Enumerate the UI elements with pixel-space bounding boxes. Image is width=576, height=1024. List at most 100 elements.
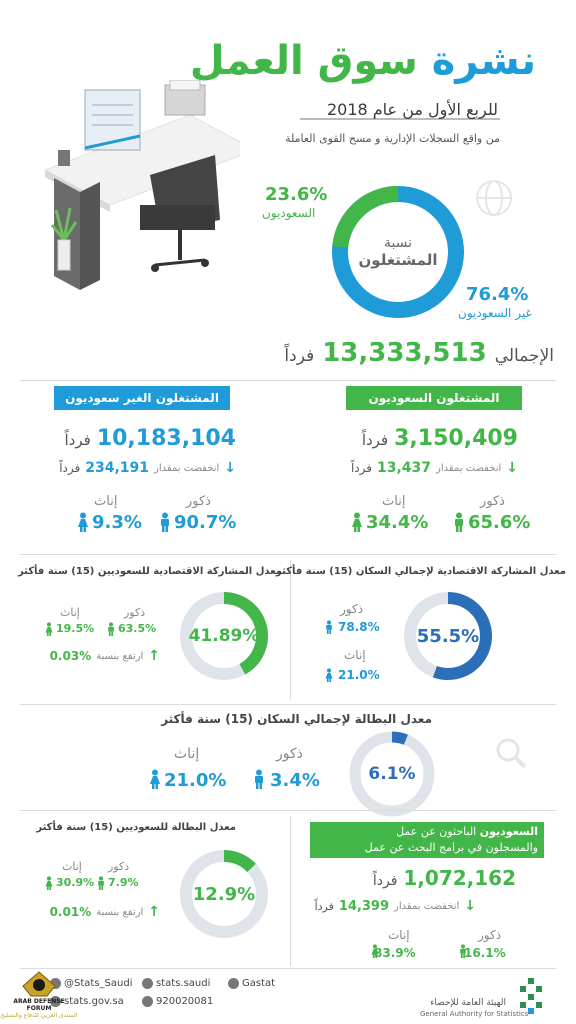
unemployment-saudi-change-row: ↑ ارتفع بنسبة 0.01% bbox=[50, 904, 160, 920]
saudi-male-pct: 65.6% bbox=[468, 512, 531, 533]
nonsaudi-employed-label: غير السعوديون bbox=[458, 306, 532, 320]
magnifier-icon bbox=[496, 738, 527, 769]
linkedin-link[interactable]: Gastat bbox=[228, 978, 275, 989]
total-label: الإجمالي bbox=[494, 346, 554, 366]
participation-total-female-pct: 21.0% bbox=[338, 668, 380, 682]
job-seekers-male-label: ذكور bbox=[478, 928, 502, 942]
arrow-up-icon: ↑ bbox=[148, 904, 160, 920]
unemployment-total-male-pct: 3.4% bbox=[270, 770, 320, 791]
saudi-employed-unit: فرداً bbox=[361, 431, 389, 449]
divider-1 bbox=[20, 380, 556, 381]
unemployment-total-ring bbox=[349, 731, 435, 817]
phone-link[interactable]: 920020081 bbox=[142, 996, 213, 1007]
participation-saudi-change-row: ↑ ارتفع بنسبة 0.03% bbox=[50, 648, 160, 664]
gastat-logo-icon bbox=[520, 978, 542, 1014]
male-icon bbox=[108, 622, 114, 636]
participation-total-ring bbox=[404, 592, 492, 680]
participation-total-female-label: إناث bbox=[344, 648, 366, 662]
watermark-line1: ARAB DEFENSE FORUM bbox=[13, 998, 65, 1012]
employed-ring bbox=[332, 185, 465, 318]
female-icon bbox=[150, 769, 160, 789]
nonsaudi-employed-change-label: انخفضت بمقدار bbox=[154, 462, 220, 474]
job-seekers-change-value: 14,399 bbox=[338, 898, 390, 914]
unemployment-total-rate: 6.1% bbox=[368, 764, 416, 784]
job-seekers-value-row: 1,072,162 فرداً bbox=[373, 866, 516, 890]
job-seekers-value: 1,072,162 bbox=[403, 866, 516, 890]
nonsaudi-employed-unit: فرداً bbox=[64, 431, 91, 449]
saudi-employed-value: 3,150,409 bbox=[394, 426, 518, 451]
employed-center-label: نسبة المشتغلون bbox=[328, 182, 468, 322]
divider-3 bbox=[20, 704, 556, 705]
divider-4 bbox=[20, 810, 556, 811]
saudi-male-label: ذكور bbox=[480, 494, 505, 509]
nonsaudi-female-pct: 9.3% bbox=[92, 512, 142, 533]
participation-saudi-female-pct: 19.5% bbox=[56, 622, 95, 635]
watermark-emblem-icon bbox=[22, 971, 56, 997]
unemployment-saudi-ring bbox=[180, 850, 268, 938]
nonsaudi-employed-pct: 76.4% bbox=[466, 284, 529, 305]
unemployment-saudi-female-pct: 30.9% bbox=[56, 876, 95, 889]
unemployment-saudi-female-label: إناث bbox=[62, 860, 82, 873]
participation-total-title: معدل المشاركة الاقتصادية لإجمالي السكان … bbox=[275, 566, 566, 577]
saudi-employed-pct: 23.6% bbox=[265, 184, 328, 205]
male-icon bbox=[455, 512, 463, 532]
facebook-icon bbox=[142, 978, 153, 989]
nonsaudi-employed-change-value: 234,191 bbox=[85, 460, 150, 476]
job-seekers-title-line1: السعوديون الباحثون عن عمل bbox=[316, 824, 538, 840]
nonsaudi-employed-change-unit: فرداً bbox=[59, 461, 81, 475]
job-seekers-female-label: إناث bbox=[388, 928, 410, 942]
employed-center-line2: المشتغلون bbox=[358, 251, 438, 269]
unemployment-saudi-male-label: ذكور bbox=[108, 860, 130, 873]
divider-vertical-1 bbox=[290, 560, 291, 700]
footer-contacts: @Stats_Saudi stats.gov.sa stats.saudi 92… bbox=[50, 978, 320, 1018]
participation-saudi-change-label: ارتفع بنسبة bbox=[96, 650, 144, 662]
twitter-icon bbox=[50, 978, 61, 989]
employed-center-line1: نسبة bbox=[383, 235, 413, 251]
office-desk-illustration bbox=[43, 80, 240, 290]
male-icon bbox=[98, 876, 104, 890]
twitter-link[interactable]: @Stats_Saudi bbox=[50, 978, 132, 989]
org-name-ar: الهيئة العامة للإحصاء bbox=[430, 998, 506, 1008]
website-link[interactable]: stats.gov.sa bbox=[50, 996, 124, 1007]
phone-text: 920020081 bbox=[156, 996, 214, 1007]
participation-saudi-title: معدل المشاركة الاقتصادية للسعوديين (15) … bbox=[17, 566, 282, 577]
female-icon bbox=[371, 944, 379, 958]
job-seekers-change-row: ↓ انخفضت بمقدار 14,399 فرداً bbox=[315, 898, 476, 914]
total-unit: فرداً bbox=[284, 346, 315, 366]
participation-saudi-donut: 41.89% bbox=[176, 588, 272, 684]
total-value: 13,333,513 bbox=[322, 338, 487, 368]
saudi-employed-change-row: ↓ انخفضت بمقدار 13,437 فرداً bbox=[351, 460, 518, 476]
job-seekers-unit: فرداً bbox=[372, 873, 398, 889]
unemployment-saudi-male-pct: 7.9% bbox=[108, 876, 139, 889]
male-icon bbox=[161, 512, 169, 532]
web-icon bbox=[50, 996, 61, 1007]
divider-vertical-2 bbox=[290, 816, 291, 966]
arrow-down-icon: ↓ bbox=[224, 460, 236, 476]
linkedin-icon bbox=[228, 978, 239, 989]
female-icon bbox=[45, 876, 53, 890]
nonsaudi-male-label: ذكور bbox=[186, 494, 211, 509]
unemployment-total-title: معدل البطالة لإجمالي السكان (15) سنة فأك… bbox=[161, 712, 432, 726]
unemployment-total-male-label: ذكور bbox=[276, 746, 303, 762]
unemployment-saudi-title: معدل البطالة للسعوديين (15) سنة فأكثر bbox=[36, 822, 236, 833]
unemployment-total-female-pct: 21.0% bbox=[164, 770, 227, 791]
female-icon bbox=[352, 512, 362, 532]
participation-total-male-pct: 78.8% bbox=[338, 620, 380, 634]
globe-icon bbox=[476, 180, 512, 216]
nonsaudi-employed-value: 10,183,104 bbox=[96, 426, 236, 451]
website-text: stats.gov.sa bbox=[64, 996, 124, 1007]
job-seekers-title-line2: والمسجلون في برامج البحث عن عمل bbox=[364, 841, 538, 854]
title-underline bbox=[300, 118, 500, 120]
female-icon bbox=[325, 668, 333, 682]
female-icon bbox=[78, 512, 88, 532]
saudi-employed-change-value: 13,437 bbox=[377, 460, 432, 476]
participation-saudi-male-label: ذكور bbox=[124, 606, 146, 619]
saudi-employed-title: المشتغلون السعوديون bbox=[346, 386, 522, 410]
job-seekers-change-unit: فرداً bbox=[314, 899, 334, 913]
nonsaudi-employed-value-row: 10,183,104 فرداً bbox=[65, 426, 236, 451]
title-part2: سوق العمل bbox=[189, 38, 418, 84]
participation-saudi-rate: 41.89% bbox=[188, 626, 260, 646]
linkedin-text: Gastat bbox=[242, 978, 276, 989]
page-title: نشرة سوق العمل bbox=[190, 38, 536, 84]
facebook-link[interactable]: stats.saudi bbox=[142, 978, 210, 989]
